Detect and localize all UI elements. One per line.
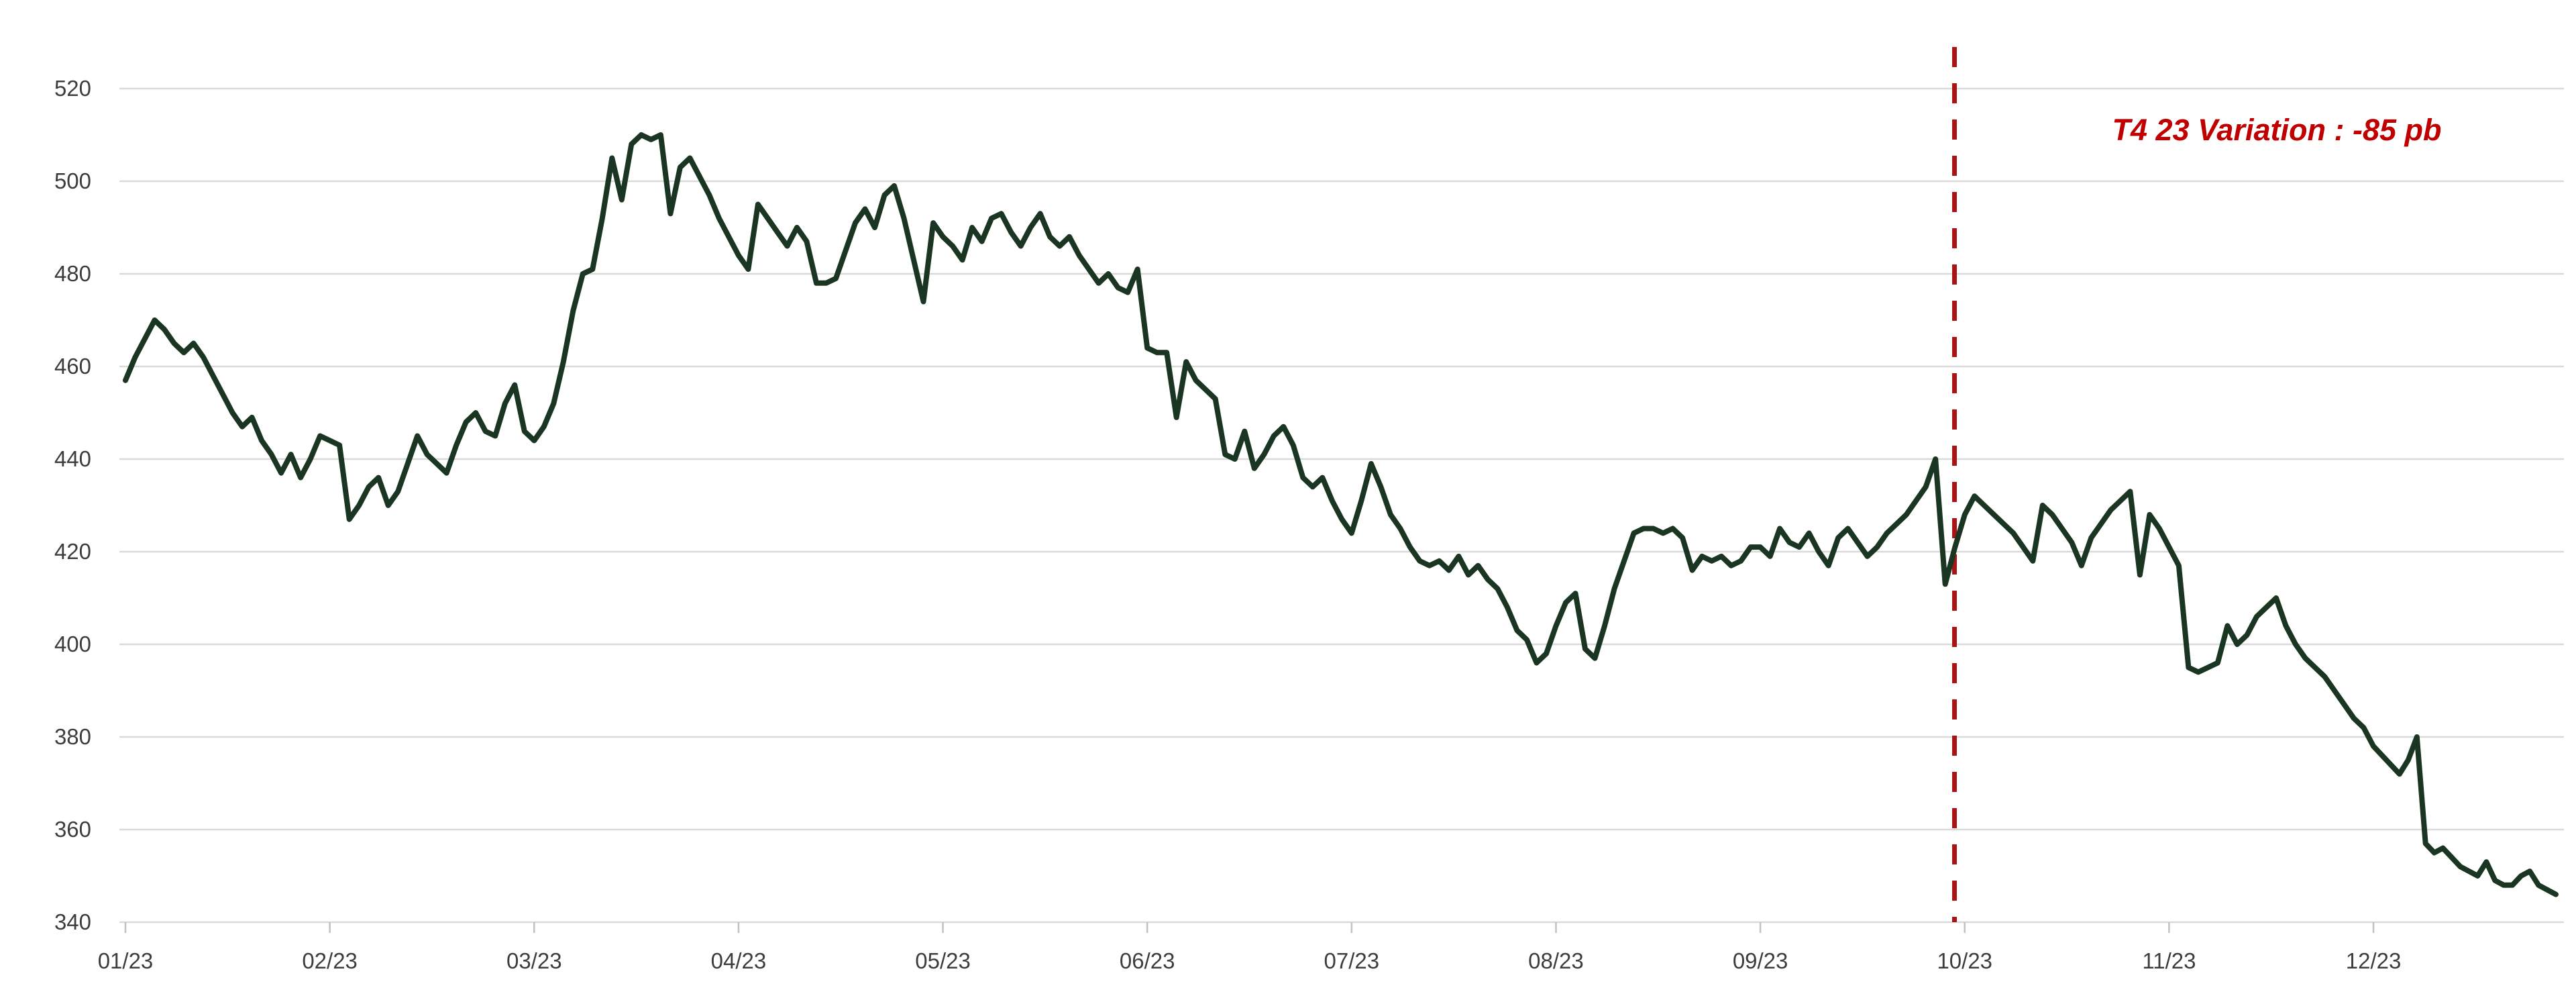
- variation-annotation: T4 23 Variation : -85 pb: [2112, 113, 2442, 147]
- x-axis-label: 03/23: [506, 948, 562, 973]
- x-axis-label: 05/23: [915, 948, 971, 973]
- x-axis-label: 11/23: [2142, 948, 2196, 973]
- data-line: [123, 132, 2559, 897]
- series-line: [123, 132, 2559, 897]
- x-axis-label: 06/23: [1120, 948, 1175, 973]
- y-axis-label: 380: [54, 724, 91, 749]
- x-axis-label: 04/23: [711, 948, 767, 973]
- y-axis-label: 520: [54, 76, 91, 101]
- y-axis-label: 360: [54, 817, 91, 842]
- x-axis-label: 08/23: [1528, 948, 1584, 973]
- x-axis-label: 01/23: [98, 948, 154, 973]
- x-axis-label: 07/23: [1324, 948, 1380, 973]
- y-axis-label: 480: [54, 261, 91, 286]
- gridlines: [119, 87, 2564, 924]
- y-axis-label: 460: [54, 354, 91, 379]
- x-axis-label: 10/23: [1937, 948, 1992, 973]
- y-axis-label: 420: [54, 539, 91, 564]
- x-axis-label: 02/23: [302, 948, 358, 973]
- y-axis-labels: 340 360 380 400 420 440 460 480 500 520: [54, 76, 91, 934]
- y-axis-label: 400: [54, 632, 91, 656]
- x-axis-ticks: [124, 922, 2375, 933]
- y-axis-label: 440: [54, 446, 91, 471]
- x-axis-label: 09/23: [1733, 948, 1788, 973]
- x-axis-label: 12/23: [2346, 948, 2402, 973]
- y-axis-label: 340: [54, 909, 91, 934]
- x-axis-labels: 01/23 02/23 03/23 04/23 05/23 06/23 07/23 08/23…: [98, 948, 2402, 973]
- y-axis-label: 500: [54, 168, 91, 193]
